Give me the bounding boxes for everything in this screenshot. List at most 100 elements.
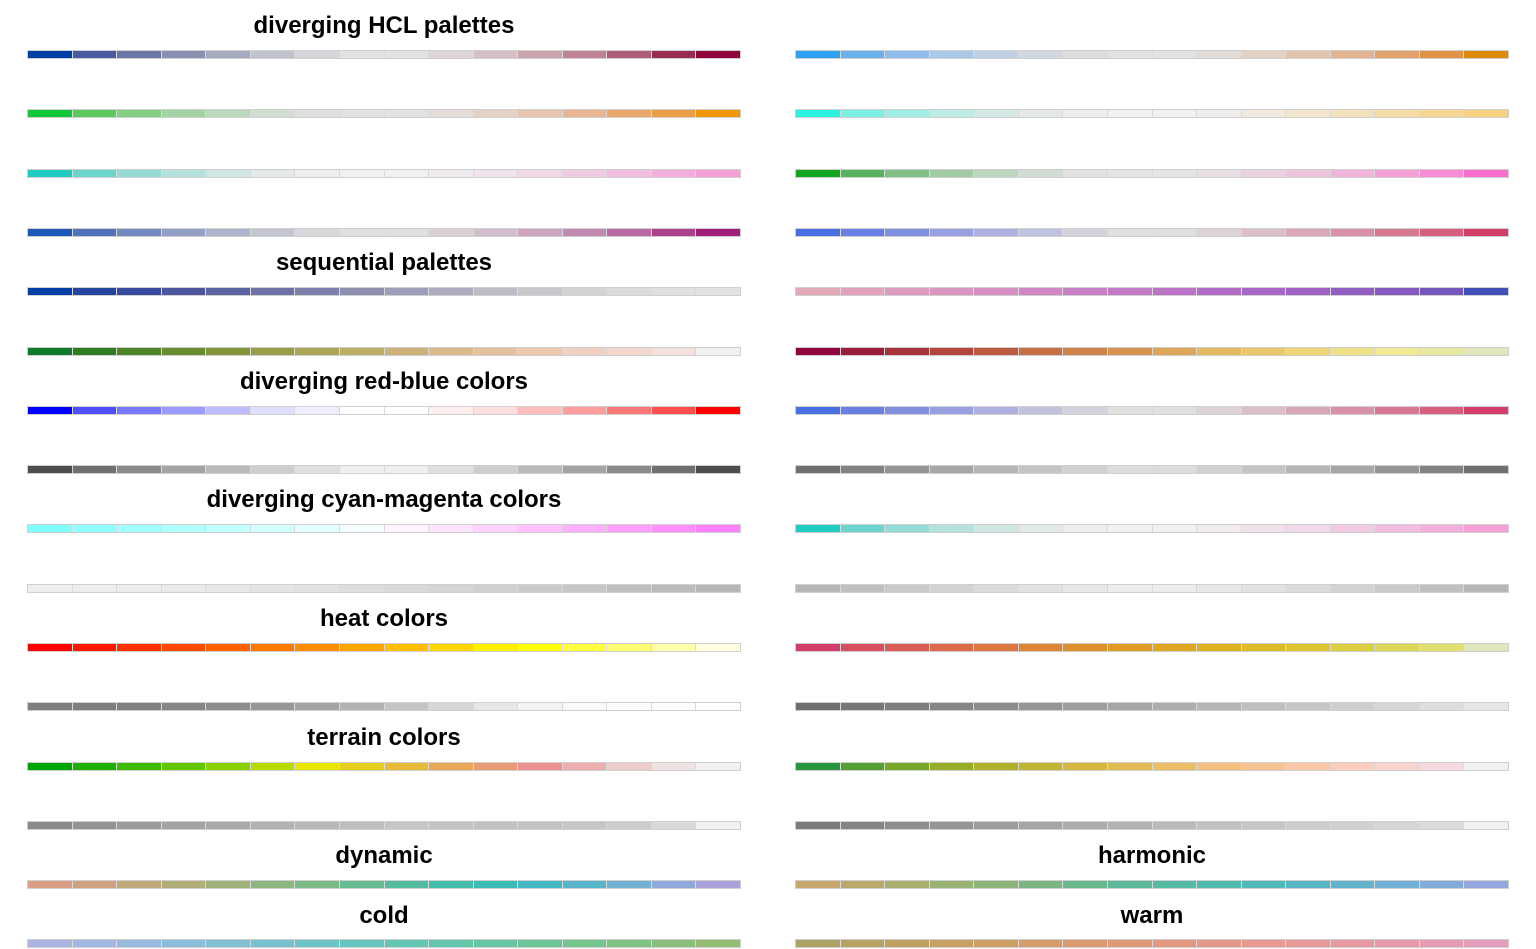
color-swatch xyxy=(796,170,841,177)
color-swatch xyxy=(929,525,975,532)
color-swatch xyxy=(1464,585,1508,592)
color-swatch xyxy=(607,585,652,592)
color-swatch xyxy=(429,288,474,295)
color-swatch xyxy=(206,170,251,177)
color-swatch xyxy=(885,110,930,117)
color-swatch xyxy=(1464,407,1508,414)
color-swatch xyxy=(1107,644,1153,651)
color-swatch xyxy=(1241,525,1287,532)
color-swatch xyxy=(295,170,340,177)
color-swatch xyxy=(117,348,162,355)
color-swatch xyxy=(1152,763,1198,770)
color-swatch xyxy=(1018,881,1064,888)
color-swatch xyxy=(1063,407,1108,414)
color-swatch xyxy=(696,288,740,295)
color-swatch xyxy=(696,407,740,414)
color-swatch xyxy=(1330,170,1376,177)
color-swatch xyxy=(295,940,340,947)
color-swatch xyxy=(1286,881,1331,888)
color-swatch xyxy=(1419,288,1465,295)
color-swatch xyxy=(929,585,975,592)
color-swatch xyxy=(651,170,697,177)
color-swatch xyxy=(1286,229,1331,236)
color-swatch xyxy=(1241,110,1287,117)
color-swatch xyxy=(384,466,430,473)
color-swatch xyxy=(796,763,841,770)
color-swatch xyxy=(1063,644,1108,651)
color-swatch xyxy=(250,525,296,532)
color-swatch xyxy=(562,229,608,236)
color-swatch xyxy=(1330,585,1376,592)
color-swatch xyxy=(1375,170,1420,177)
color-swatch xyxy=(295,407,340,414)
color-swatch xyxy=(28,466,73,473)
color-swatch xyxy=(429,881,474,888)
color-swatch xyxy=(562,822,608,829)
palette-strip-left-4 xyxy=(27,228,741,237)
color-swatch xyxy=(1330,940,1376,947)
color-swatch xyxy=(974,348,1019,355)
color-swatch xyxy=(1107,288,1153,295)
color-swatch xyxy=(1063,822,1108,829)
color-swatch xyxy=(1241,229,1287,236)
palette-strip-right-13 xyxy=(795,762,1509,771)
color-swatch xyxy=(72,763,118,770)
color-swatch xyxy=(250,763,296,770)
color-swatch xyxy=(1197,110,1242,117)
color-swatch xyxy=(607,940,652,947)
color-swatch xyxy=(117,288,162,295)
color-swatch xyxy=(1018,466,1064,473)
color-swatch xyxy=(562,348,608,355)
color-swatch xyxy=(473,51,519,58)
color-swatch xyxy=(28,348,73,355)
color-swatch xyxy=(384,51,430,58)
palette-strip-left-16 xyxy=(27,939,741,948)
color-swatch xyxy=(1152,110,1198,117)
color-swatch xyxy=(72,940,118,947)
color-swatch xyxy=(1152,822,1198,829)
color-swatch xyxy=(429,822,474,829)
color-swatch xyxy=(562,110,608,117)
color-swatch xyxy=(1464,881,1508,888)
palette-strip-right-16 xyxy=(795,939,1509,948)
color-swatch xyxy=(1464,51,1508,58)
color-swatch xyxy=(1464,763,1508,770)
color-swatch xyxy=(1241,466,1287,473)
color-swatch xyxy=(473,466,519,473)
color-swatch xyxy=(562,407,608,414)
color-swatch xyxy=(840,288,886,295)
color-swatch xyxy=(562,763,608,770)
color-swatch xyxy=(295,703,340,710)
color-swatch xyxy=(651,644,697,651)
color-swatch xyxy=(607,822,652,829)
color-swatch xyxy=(72,51,118,58)
color-swatch xyxy=(651,881,697,888)
color-swatch xyxy=(840,407,886,414)
color-swatch xyxy=(1197,881,1242,888)
color-swatch xyxy=(473,348,519,355)
color-swatch xyxy=(1375,644,1420,651)
color-swatch xyxy=(28,881,73,888)
color-swatch xyxy=(651,585,697,592)
color-swatch xyxy=(1107,407,1153,414)
color-swatch xyxy=(974,763,1019,770)
palette-strip-left-13 xyxy=(27,762,741,771)
color-swatch xyxy=(117,110,162,117)
color-swatch xyxy=(206,348,251,355)
color-swatch xyxy=(651,348,697,355)
color-swatch xyxy=(1330,407,1376,414)
color-swatch xyxy=(295,585,340,592)
color-swatch xyxy=(518,585,563,592)
color-swatch xyxy=(562,51,608,58)
color-swatch xyxy=(929,288,975,295)
color-swatch xyxy=(72,170,118,177)
color-swatch xyxy=(1375,940,1420,947)
color-swatch xyxy=(518,110,563,117)
color-swatch xyxy=(1197,703,1242,710)
color-swatch xyxy=(384,585,430,592)
color-swatch xyxy=(384,288,430,295)
color-swatch xyxy=(1330,763,1376,770)
color-swatch xyxy=(796,881,841,888)
title-sequential: sequential palettes xyxy=(275,249,493,276)
color-swatch xyxy=(696,763,740,770)
